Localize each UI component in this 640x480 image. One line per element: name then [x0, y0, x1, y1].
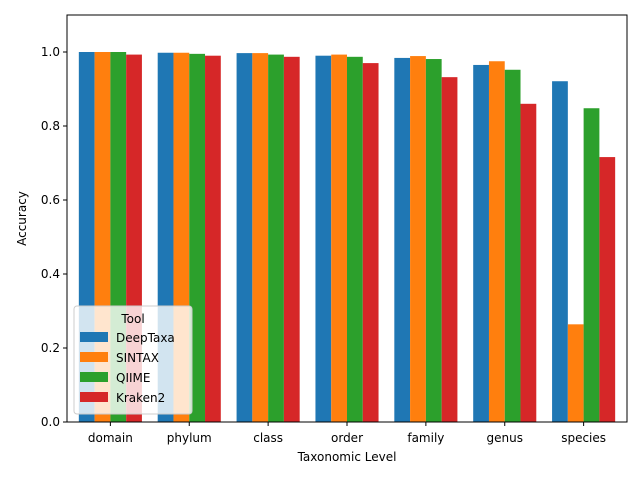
bar-sintax-class: [252, 53, 269, 423]
bar-sintax-order: [331, 54, 347, 423]
bar-qiime-order: [347, 56, 363, 423]
legend: Tool DeepTaxa SINTAX QIIME Kraken2: [73, 305, 193, 415]
bar-kraken2-order: [362, 63, 379, 422]
legend-swatch-sintax: [80, 352, 108, 362]
x-tick-label-phylum: phylum: [167, 431, 212, 445]
bar-deeptaxa-family: [394, 57, 411, 423]
bar-qiime-family: [425, 59, 442, 422]
legend-items: DeepTaxa SINTAX QIIME Kraken2: [80, 331, 175, 405]
y-tick-label: 0.4: [41, 267, 60, 281]
bar-deeptaxa-species: [552, 81, 568, 422]
x-tick-label-species: species: [561, 431, 606, 445]
bar-qiime-genus: [504, 69, 521, 422]
legend-swatch-deeptaxa: [80, 332, 108, 342]
legend-label-deeptaxa: DeepTaxa: [116, 331, 175, 345]
x-tick-label-domain: domain: [88, 431, 133, 445]
bar-deeptaxa-genus: [473, 64, 489, 422]
y-tick-label: 0.8: [41, 119, 60, 133]
y-tick-label: 1.0: [41, 45, 60, 59]
bar-kraken2-species: [599, 157, 616, 422]
legend-swatch-kraken2: [80, 392, 108, 402]
bar-sintax-family: [410, 56, 426, 422]
x-tick-label-genus: genus: [487, 431, 523, 445]
bar-kraken2-class: [283, 56, 300, 423]
legend-title: Tool: [120, 312, 144, 326]
y-tick-label: 0.0: [41, 415, 60, 429]
legend-label-sintax: SINTAX: [116, 351, 159, 365]
bar-kraken2-family: [441, 77, 458, 422]
x-tick-label-family: family: [407, 431, 444, 445]
x-axis-label: Taxonomic Level: [297, 450, 397, 464]
legend-label-kraken2: Kraken2: [116, 391, 165, 405]
bar-kraken2-phylum: [205, 55, 221, 422]
bar-deeptaxa-class: [236, 53, 253, 423]
legend-label-qiime: QIIME: [116, 371, 150, 385]
bar-qiime-phylum: [189, 53, 206, 422]
x-tick-label-order: order: [331, 431, 363, 445]
bar-sintax-species: [567, 324, 584, 422]
x-tick-label-class: class: [253, 431, 283, 445]
x-axis: domain phylum class order family genus species: [88, 422, 606, 445]
bar-sintax-genus: [488, 61, 505, 422]
y-axis-label: Accuracy: [15, 191, 29, 246]
bar-kraken2-genus: [520, 103, 537, 423]
y-tick-label: 0.6: [41, 193, 60, 207]
y-tick-label: 0.2: [41, 341, 60, 355]
legend-swatch-qiime: [80, 372, 108, 382]
bar-deeptaxa-order: [315, 55, 332, 422]
y-axis: 0.0 0.2 0.4 0.6 0.8 1.0: [41, 45, 67, 429]
bar-qiime-species: [583, 108, 600, 423]
bar-qiime-class: [268, 54, 284, 423]
